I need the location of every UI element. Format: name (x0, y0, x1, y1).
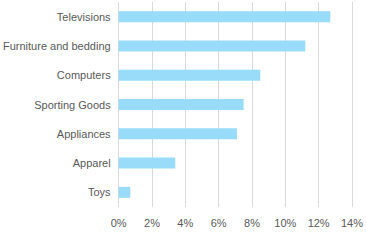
svg-text:12%: 12% (308, 217, 330, 229)
svg-text:14%: 14% (341, 217, 363, 229)
svg-text:Appliances: Appliances (57, 128, 111, 140)
svg-text:Televisions: Televisions (57, 11, 111, 23)
svg-text:4%: 4% (177, 217, 193, 229)
svg-text:Toys: Toys (88, 186, 111, 198)
svg-text:Computers: Computers (57, 69, 111, 81)
svg-text:6%: 6% (211, 217, 227, 229)
svg-text:2%: 2% (144, 217, 160, 229)
svg-text:Sporting Goods: Sporting Goods (34, 99, 111, 111)
svg-text:8%: 8% (244, 217, 260, 229)
svg-text:10%: 10% (274, 217, 296, 229)
svg-text:0%: 0% (111, 217, 127, 229)
svg-text:Apparel: Apparel (73, 157, 111, 169)
svg-text:Furniture and bedding: Furniture and bedding (3, 40, 111, 52)
